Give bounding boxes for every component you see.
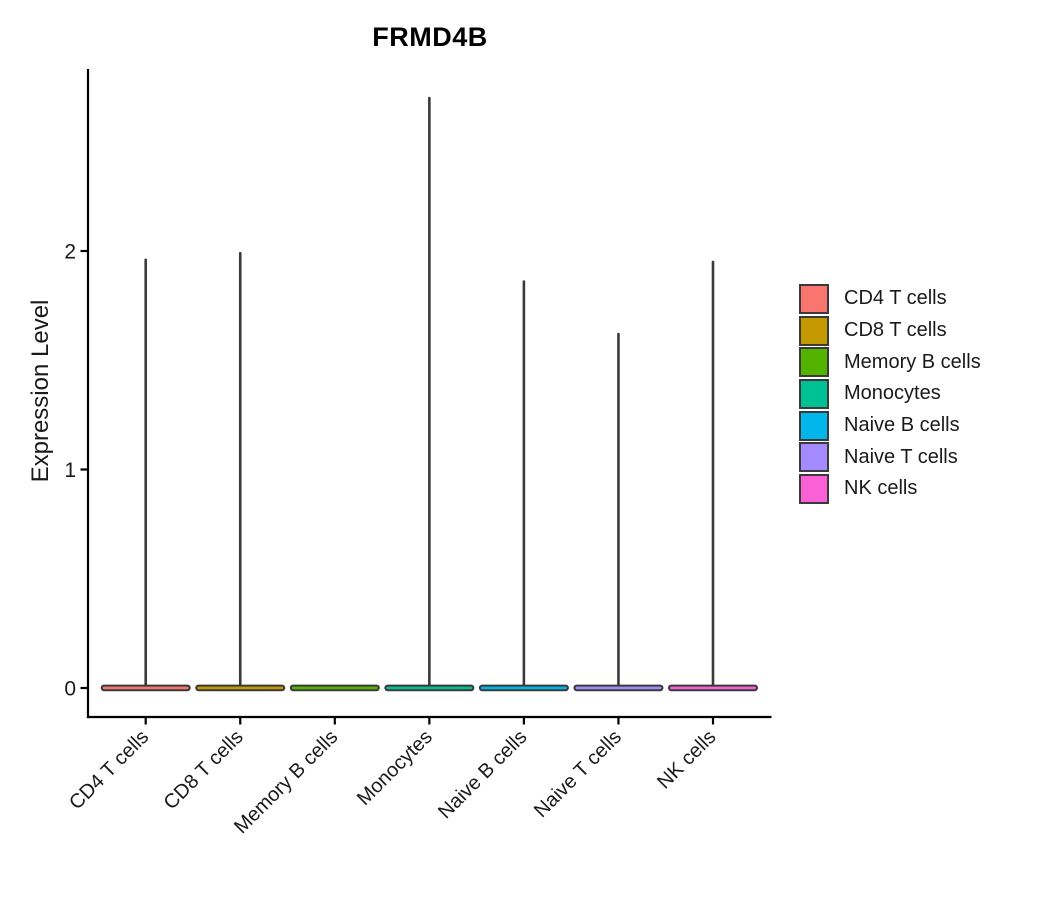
legend-item-label: CD4 T cells — [844, 287, 947, 310]
legend-item-label: NK cells — [844, 477, 918, 500]
legend-key-swatch — [799, 315, 829, 346]
plot-title: FRMD4B — [372, 22, 488, 52]
legend-item-label: Naive B cells — [844, 414, 960, 437]
legend-key-swatch — [799, 283, 829, 314]
legend-key-swatch — [799, 410, 829, 441]
legend-item: Monocytes — [799, 378, 981, 410]
legend-key-swatch — [799, 473, 829, 504]
violin-base — [384, 684, 475, 692]
legend-item-label: Naive T cells — [844, 445, 958, 468]
x-axis-label: Naive B cells — [434, 726, 531, 823]
legend-item: Memory B cells — [799, 346, 981, 378]
legend-item: Naive B cells — [799, 410, 981, 442]
legend-item: Naive T cells — [799, 441, 981, 473]
x-axis-label: NK cells — [653, 726, 720, 793]
legend-item-label: Memory B cells — [844, 350, 981, 373]
y-tick-label: 1 — [64, 459, 76, 482]
legend: CD4 T cells CD8 T cells Memory B cells Mono… — [799, 283, 981, 505]
legend-item: NK cells — [799, 473, 981, 505]
y-tick-label: 0 — [64, 678, 76, 701]
y-tick-label: 2 — [64, 241, 76, 264]
x-axis-label: Monocytes — [353, 726, 437, 810]
legend-item: CD8 T cells — [799, 315, 981, 347]
legend-key-swatch — [799, 378, 829, 409]
legend-item: CD4 T cells — [799, 283, 981, 315]
legend-key-swatch — [799, 442, 829, 473]
legend-item-label: CD8 T cells — [844, 319, 947, 342]
violin-base — [100, 684, 191, 692]
x-axis-label: CD8 T cells — [160, 726, 248, 814]
violin-base — [478, 684, 569, 692]
x-axis-label: CD4 T cells — [65, 726, 153, 814]
violin-base — [195, 684, 286, 692]
legend-item-label: Monocytes — [844, 382, 941, 405]
x-axis-label: Memory B cells — [230, 726, 342, 838]
violin-base — [668, 684, 758, 692]
legend-key-swatch — [799, 347, 829, 378]
x-axis-label: Naive T cells — [530, 726, 626, 822]
violin-base — [289, 684, 380, 692]
violin-base — [573, 684, 664, 692]
